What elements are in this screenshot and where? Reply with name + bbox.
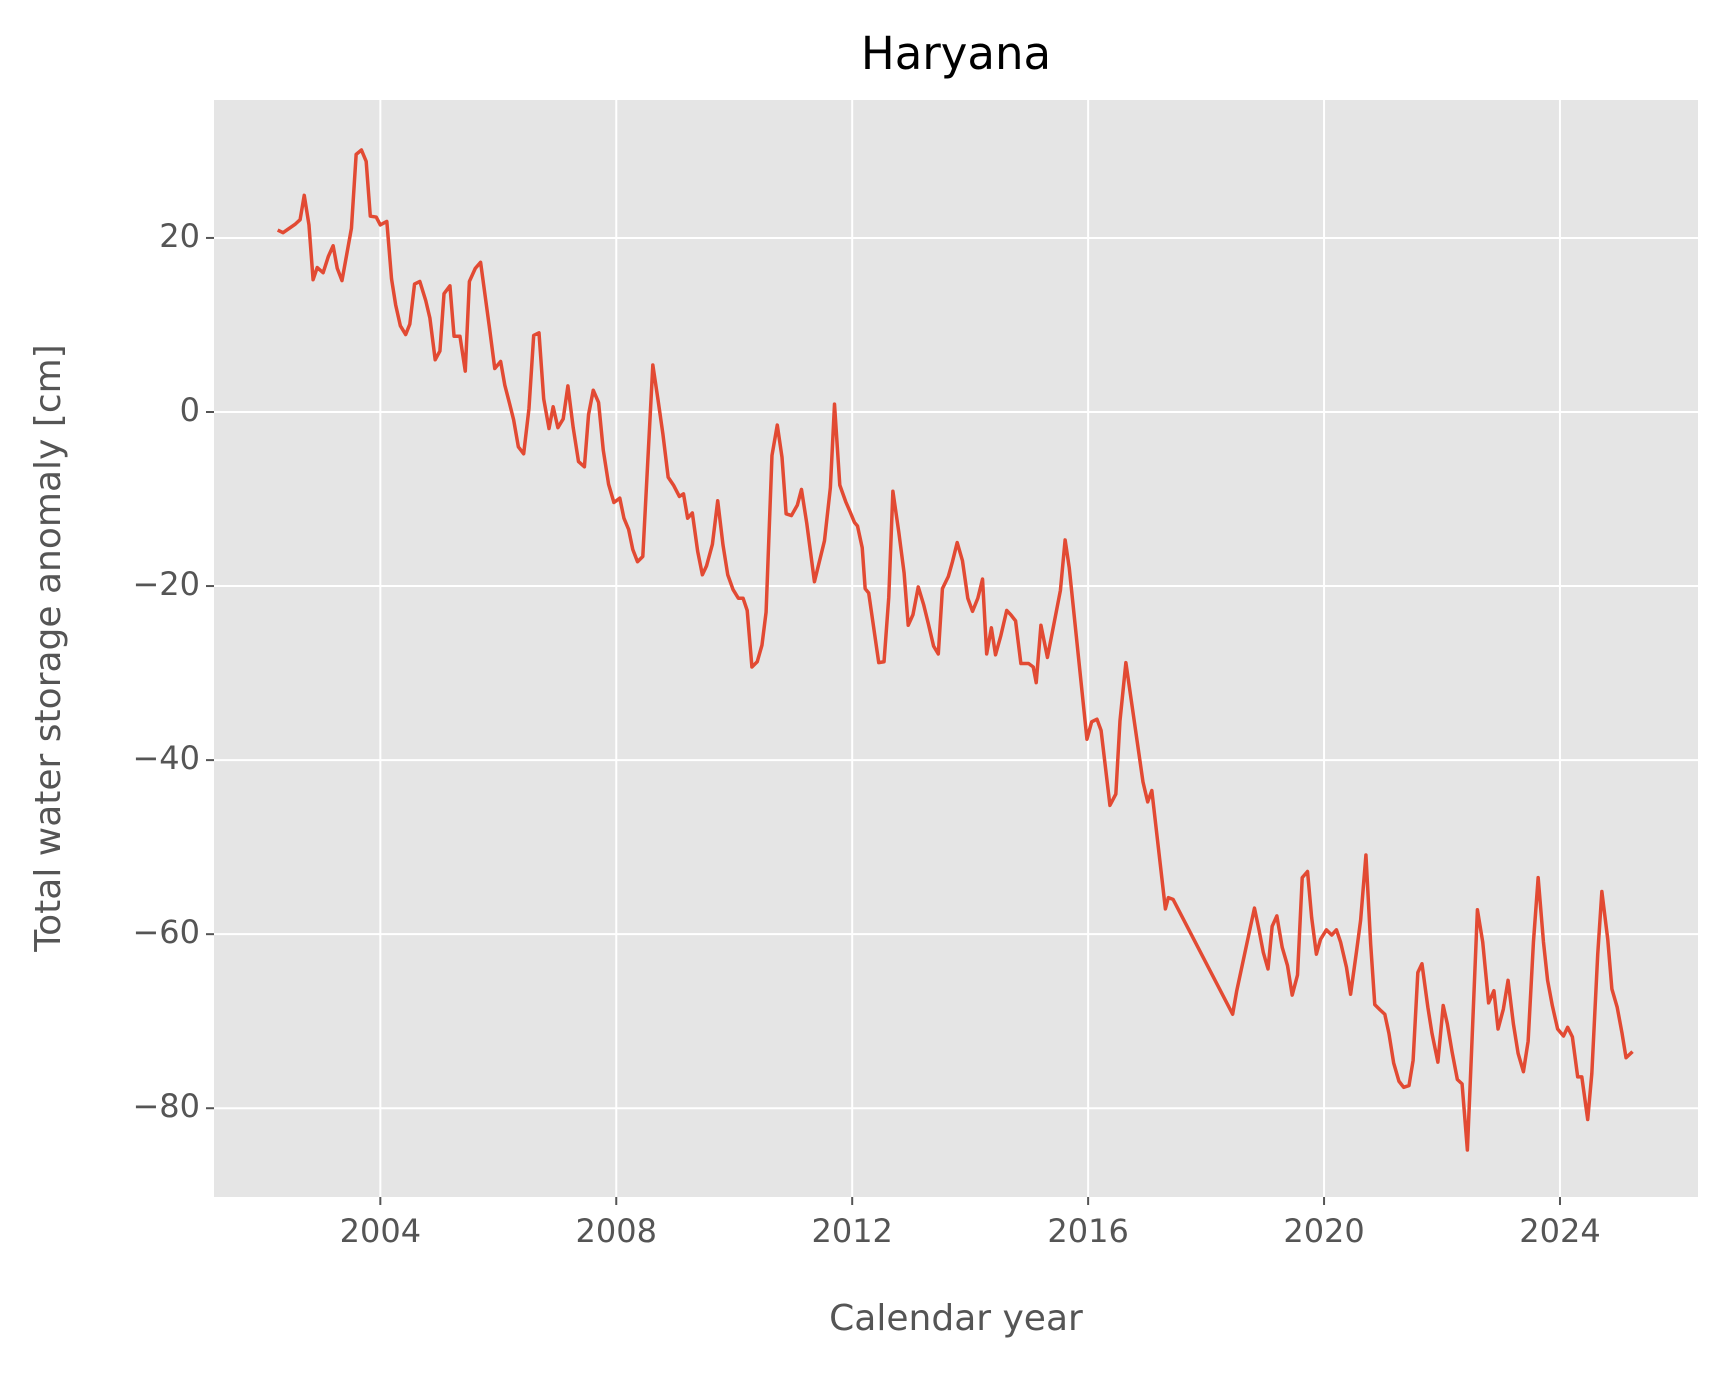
x-tick-label: 2020 [1283,1212,1364,1250]
plot-background [214,100,1698,1197]
x-tick-label: 2016 [1047,1212,1128,1250]
y-tick-label: −20 [132,565,200,603]
y-tick-label: −80 [132,1087,200,1125]
x-tick-label: 2008 [576,1212,657,1250]
x-axis-label: Calendar year [829,1298,1083,1339]
x-tick-label: 2012 [811,1212,892,1250]
y-tick-label: 20 [159,217,200,255]
x-tick-label: 2004 [340,1212,421,1250]
y-tick-label: 0 [180,391,200,429]
y-axis-label: Total water storage anomaly [cm] [28,344,69,952]
chart-title: Haryana [861,27,1051,80]
x-tick-label: 2024 [1519,1212,1600,1250]
y-tick-label: −40 [132,739,200,777]
data-line [276,148,1634,1152]
y-tick-label: −60 [132,913,200,951]
